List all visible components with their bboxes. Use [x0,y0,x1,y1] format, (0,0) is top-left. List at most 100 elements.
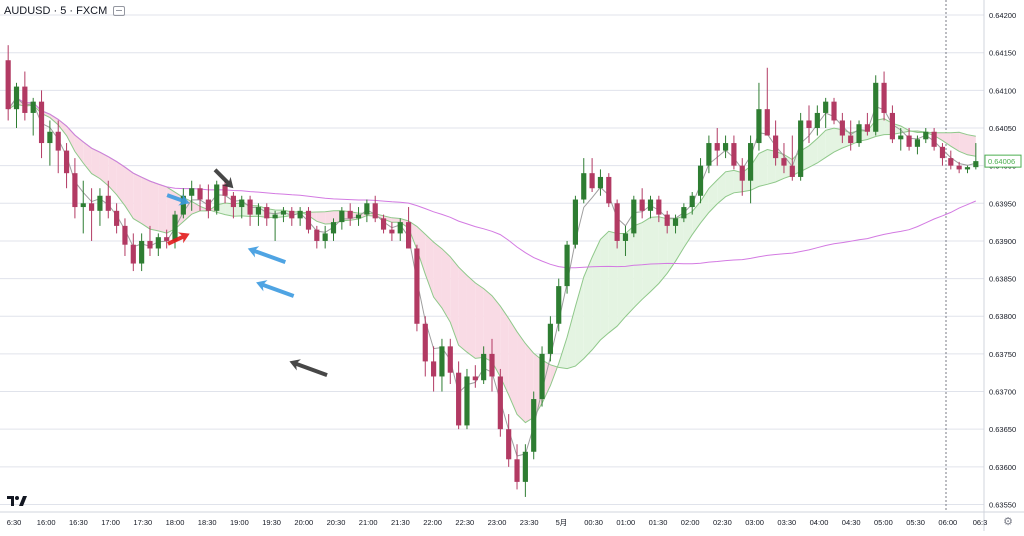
candle-body [439,346,445,377]
candle [264,203,270,226]
candle [531,391,537,460]
cloud-segment [458,267,467,353]
x-tick-label: 05:30 [906,518,925,527]
x-tick-label: 22:00 [423,518,442,527]
cloud-segment [758,149,768,187]
candle-body [289,210,295,219]
candle [30,97,36,136]
candle-body [114,210,120,226]
candle [672,214,679,234]
candle [72,158,78,219]
x-tick-label: 5月 [556,518,568,527]
candle-body [964,167,971,170]
arrow-shape [213,168,234,189]
candle-body [539,353,545,400]
cloud-segment [425,234,434,297]
candle [464,368,470,430]
candle-body [72,173,78,208]
cloud-segment [825,128,835,158]
cloud-segment [667,218,676,274]
visibility-icon[interactable] [113,6,126,16]
symbol-header[interactable]: AUDUSD · 5 · FXCM [4,3,126,19]
candle-body [13,86,20,110]
candle [589,158,595,192]
candle-body [856,124,862,144]
x-tick-label: 01:30 [649,518,668,527]
candle-body [89,203,95,211]
candle-body [831,101,837,121]
candle [689,192,695,215]
candle [656,195,662,223]
candle [497,368,503,437]
candle-body [798,120,804,177]
annotation-arrow-red [167,232,190,246]
x-tick-label: 06:00 [938,518,957,527]
candle-body [756,109,762,144]
cloud-segment [717,171,726,204]
candle-body [38,101,45,144]
x-tick-label: 03:00 [745,518,764,527]
cloud-segment [959,132,968,155]
candle-body [748,143,754,181]
candle-body [631,199,637,234]
x-tick-label: 20:00 [294,518,313,527]
candle-body [464,376,470,426]
symbol-label[interactable]: AUDUSD · 5 · FXCM [4,5,108,17]
settings-gear-icon[interactable]: ⚙ [1003,516,1013,528]
candle-body [456,372,462,426]
cloud-segment [675,216,684,262]
candle [164,229,170,249]
cloud-segment [625,225,634,317]
x-tick-label: 23:30 [520,518,539,527]
candle [355,207,362,226]
candle-body [939,146,946,159]
cloud-segment [58,119,67,136]
y-tick-label: 0.64200 [989,11,1016,20]
candle-body [789,165,795,177]
candle [681,203,687,223]
candle [13,82,20,128]
candle [889,105,895,144]
candle [247,195,253,226]
x-tick-label: 05:00 [874,518,893,527]
candle-body [30,101,36,113]
candle-body [264,207,270,219]
candle-body [422,323,428,362]
candle [948,150,954,170]
candle-body [706,143,712,166]
cloud-segment [600,231,609,340]
candle [55,120,61,174]
x-tick-label: 21:30 [391,518,410,527]
candle [456,361,462,430]
candle [506,414,512,467]
candle [714,128,720,166]
candle [539,346,545,407]
candle-body [147,240,153,249]
candle-body [564,244,570,287]
x-tick-label: 04:30 [842,518,861,527]
candle-body [806,120,812,128]
cloud-segment [608,231,618,333]
candle [697,158,704,204]
tradingview-logo-icon [7,496,27,506]
y-tick-label: 0.63700 [989,388,1016,397]
annotation-arrow-blue [256,280,295,298]
candle [923,128,929,144]
candle-body [814,112,820,128]
candle-body [681,207,687,219]
candle-body [689,195,695,208]
candle-body [314,229,320,241]
candle-body [881,82,887,113]
cloud-segment [133,173,142,224]
candle [230,192,236,219]
candle [372,195,378,223]
x-tick-label: 6:30 [7,518,22,527]
candle-body [973,161,979,168]
y-tick-label: 0.63650 [989,425,1016,434]
annotation-arrow-blue [247,246,287,265]
candle-body [172,214,178,241]
candle-body [656,199,662,215]
candle-body [63,150,70,174]
